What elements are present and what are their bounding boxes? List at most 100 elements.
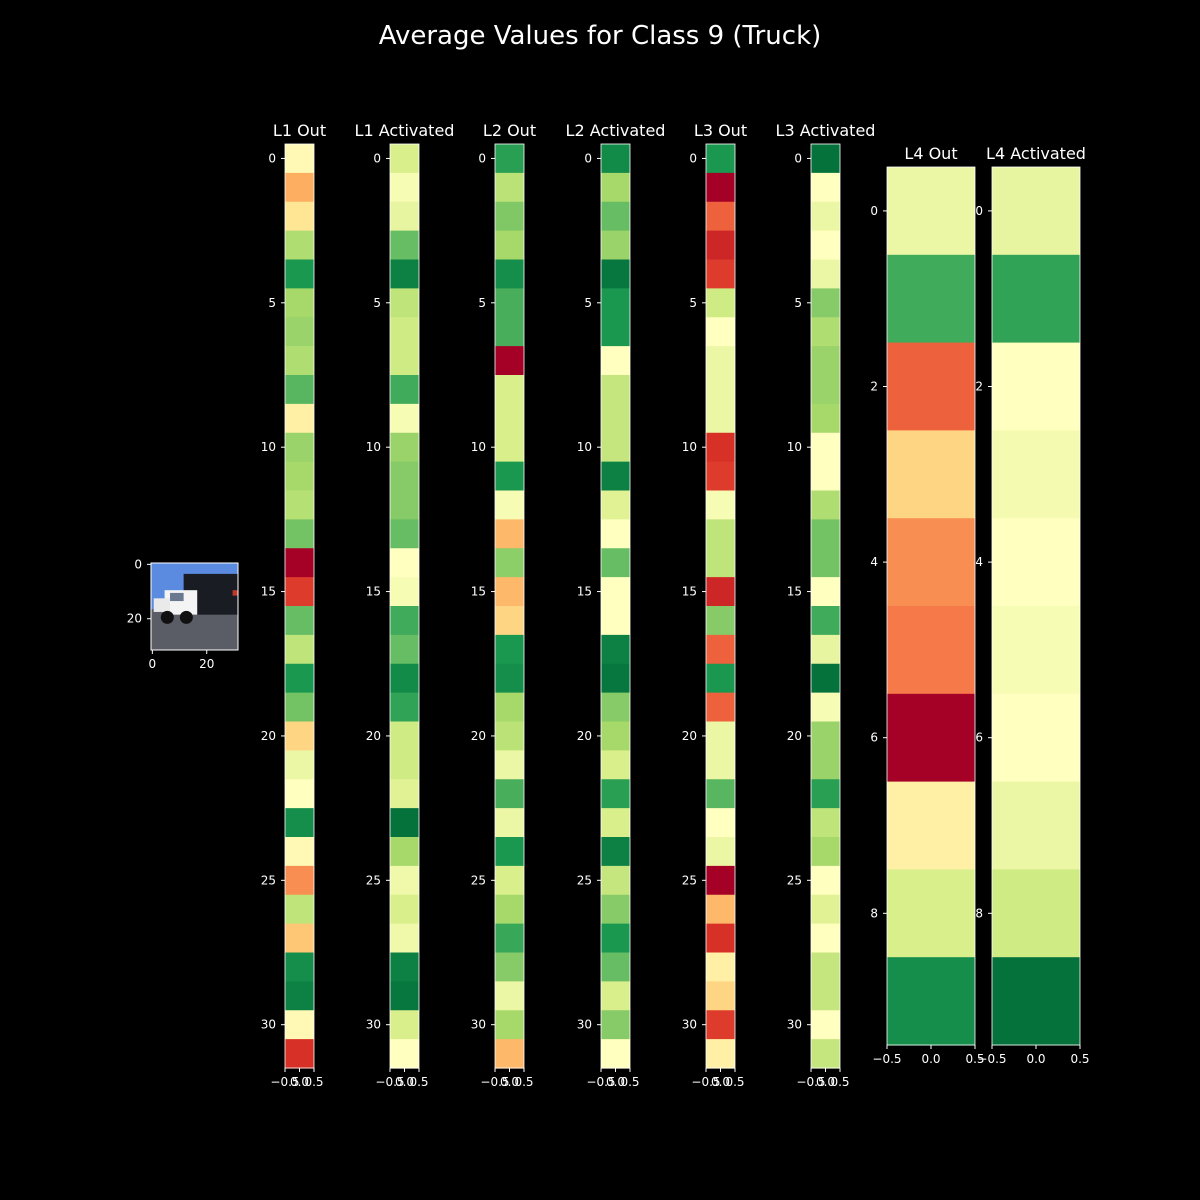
image-truck-wheel — [160, 610, 174, 624]
heatmap-cell — [285, 663, 314, 694]
heatmap-cell — [706, 663, 735, 694]
heatmap-cell — [495, 230, 524, 261]
y-tick-label: 0 — [134, 557, 142, 571]
heatmap-cell — [495, 461, 524, 492]
heatmap-cell — [706, 172, 735, 203]
heatmap-cell — [706, 808, 735, 838]
y-tick-label: 0 — [373, 151, 381, 165]
heatmap-cell — [495, 663, 524, 694]
heatmap-cell — [495, 548, 524, 578]
heatmap-cell — [992, 167, 1080, 256]
heatmap-cell — [601, 346, 630, 376]
heatmap-cell — [887, 693, 975, 783]
heatmap-cell — [390, 1039, 419, 1069]
y-tick-label: 15 — [471, 585, 486, 599]
heatmap-cell — [285, 317, 314, 347]
heatmap-cell — [706, 606, 735, 636]
x-tick-label: 0.0 — [500, 1075, 519, 1089]
heatmap-cell — [811, 317, 840, 347]
x-tick-label: 0.0 — [921, 1052, 940, 1066]
x-tick-label: −0.5 — [480, 1075, 509, 1089]
heatmap-cell — [887, 167, 975, 256]
heatmap-cell — [285, 750, 314, 780]
x-tick-label: 0.0 — [606, 1075, 625, 1089]
x-tick-label: 0.0 — [1026, 1052, 1045, 1066]
heatmap-cell — [390, 721, 419, 751]
y-tick-label: 0 — [975, 204, 983, 218]
heatmap-cell — [285, 1010, 314, 1040]
figure-title: Average Values for Class 9 (Truck) — [379, 21, 822, 51]
heatmap-cell — [706, 461, 735, 492]
subplot-l3-out: L3 Out 0 5 10 15 20 25 30 −0.50.00.5 — [682, 121, 747, 1089]
heatmap-cell — [811, 837, 840, 867]
heatmap-cell — [601, 230, 630, 261]
heatmap-cell — [601, 490, 630, 520]
heatmap-cell — [706, 865, 735, 896]
heatmap-cell — [601, 923, 630, 954]
x-tick-label: 0.5 — [965, 1052, 984, 1066]
heatmap-cell — [495, 519, 524, 549]
heatmap-cell — [811, 403, 840, 434]
image-frame — [150, 562, 239, 651]
heatmap-cell — [495, 634, 524, 665]
heatmap-cell — [706, 519, 735, 549]
heatmap-cell — [495, 837, 524, 867]
x-tick-label: −0.5 — [270, 1075, 299, 1089]
heatmap-cell — [390, 923, 419, 954]
heatmap-cell — [601, 1010, 630, 1040]
heatmap-cell — [601, 894, 630, 925]
heatmap-cell — [811, 230, 840, 261]
y-tick-label: 20 — [682, 729, 697, 743]
heatmap-cell — [285, 808, 314, 838]
heatmap-cell — [992, 869, 1080, 958]
heatmap-cell — [285, 923, 314, 954]
x-tick-label: −0.5 — [872, 1052, 901, 1066]
heatmap-cell — [601, 201, 630, 232]
heatmap-cell — [390, 1010, 419, 1040]
heatmap-cell — [706, 346, 735, 376]
y-tick-label: 20 — [471, 729, 486, 743]
heatmap-cell — [706, 259, 735, 289]
heatmap-cell — [811, 577, 840, 607]
heatmap-cell — [811, 548, 840, 578]
heatmap-cell — [601, 837, 630, 867]
heatmap-cell — [601, 144, 630, 174]
subplot-title: L1 Activated — [355, 121, 455, 140]
y-tick-label: 4 — [870, 555, 878, 569]
heatmap-cell — [285, 461, 314, 492]
heatmap-cell — [390, 288, 419, 318]
heatmap-cell — [390, 432, 419, 463]
x-tick-label: 0.0 — [290, 1075, 309, 1089]
heatmap-cell — [887, 869, 975, 958]
heatmap-cell — [390, 952, 419, 982]
heatmap-cell — [285, 1039, 314, 1069]
heatmap-cell — [601, 577, 630, 607]
subplot-l1-out: L1 Out 0 5 10 15 20 25 30 −0.50.00.5 — [261, 121, 326, 1089]
x-tick-label: 20 — [199, 657, 214, 671]
x-tick-label: −0.5 — [375, 1075, 404, 1089]
heatmap-cell — [601, 606, 630, 636]
heatmap-cell — [811, 461, 840, 492]
y-tick-label: 30 — [366, 1018, 381, 1032]
x-tick-label: 0.0 — [395, 1075, 414, 1089]
heatmap-cell — [992, 693, 1080, 783]
y-tick-label: 30 — [682, 1018, 697, 1032]
heatmap-cell — [390, 808, 419, 838]
heatmap-cell — [811, 750, 840, 780]
heatmap-cell — [811, 490, 840, 520]
heatmap-cell — [992, 781, 1080, 870]
y-tick-label: 0 — [794, 151, 802, 165]
heatmap-cell — [601, 952, 630, 982]
heatmap-cell — [811, 519, 840, 549]
y-tick-label: 5 — [689, 296, 697, 310]
heatmap-cell — [992, 606, 1080, 695]
y-tick-label: 4 — [975, 555, 983, 569]
heatmap-cell — [285, 346, 314, 376]
heatmap-cell — [495, 808, 524, 838]
x-tick-label: 0.5 — [620, 1075, 639, 1089]
heatmap-cell — [811, 288, 840, 318]
subplot-l2-out: L2 Out 0 5 10 15 20 25 30 −0.50.00.5 — [471, 121, 536, 1089]
y-tick-label: 15 — [577, 585, 592, 599]
